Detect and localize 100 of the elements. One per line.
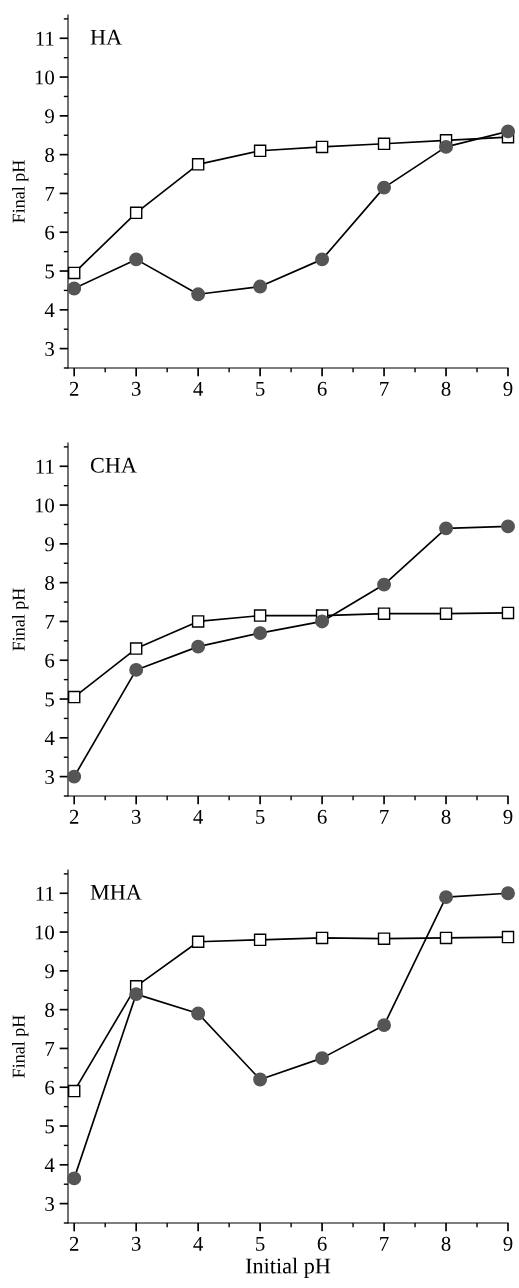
x-tick-label: 7 bbox=[380, 382, 389, 396]
x-tick-label: 4 bbox=[193, 381, 204, 396]
y-axis-title: Final pH bbox=[12, 1015, 29, 1078]
y-tick-label: 6 bbox=[45, 653, 55, 668]
y-tick-label: 5 bbox=[45, 264, 54, 279]
y-tick-label: 9 bbox=[45, 537, 54, 552]
y-tick-label: 7 bbox=[45, 615, 55, 629]
point bbox=[315, 931, 329, 945]
point bbox=[129, 662, 144, 677]
point bbox=[377, 607, 391, 620]
point bbox=[191, 639, 206, 654]
y-tick-label: 6 bbox=[45, 1080, 55, 1095]
y-tick-label: 4 bbox=[44, 1158, 55, 1173]
y-tick-label: 3 bbox=[45, 1197, 54, 1212]
point bbox=[439, 931, 453, 945]
x-tick-label: 2 bbox=[69, 381, 79, 396]
y-tick-label: 5 bbox=[45, 1119, 54, 1134]
x-tick-label: 3 bbox=[131, 1236, 141, 1251]
y-tick-label: 11 bbox=[36, 459, 54, 474]
point bbox=[377, 137, 391, 151]
point bbox=[377, 932, 391, 945]
point bbox=[439, 607, 453, 620]
y-tick-label: 4 bbox=[44, 303, 55, 318]
x-axis-title: Initial pH bbox=[245, 1257, 331, 1279]
x-tick-label: 9 bbox=[503, 809, 513, 824]
point bbox=[315, 1051, 330, 1066]
x-tick-label: 8 bbox=[441, 1236, 451, 1251]
x-tick-label: 7 bbox=[380, 810, 389, 824]
x-tick-label: 6 bbox=[317, 809, 327, 824]
text: CHA bbox=[90, 457, 137, 473]
point bbox=[67, 1171, 82, 1186]
point bbox=[67, 266, 81, 280]
point bbox=[253, 609, 267, 622]
point bbox=[377, 180, 392, 195]
x-tick-label: 4 bbox=[193, 809, 204, 824]
point bbox=[253, 1072, 268, 1087]
y-tick-label: 6 bbox=[45, 225, 55, 240]
x-tick-label: 4 bbox=[193, 1236, 204, 1251]
y-tick-label: 9 bbox=[45, 109, 54, 124]
y-tick-label: 7 bbox=[45, 187, 55, 201]
x-tick-label: 5 bbox=[256, 810, 265, 824]
point bbox=[315, 614, 330, 629]
x-tick-label: 9 bbox=[503, 381, 513, 396]
point bbox=[129, 642, 143, 655]
x-tick-label: 3 bbox=[131, 381, 141, 396]
y-tick-label: 4 bbox=[44, 731, 55, 746]
x-tick-label: 7 bbox=[380, 1237, 389, 1251]
chart-title: MHA bbox=[90, 884, 142, 900]
point bbox=[129, 252, 144, 267]
point bbox=[501, 930, 515, 944]
y-axis-title: Final pH bbox=[12, 160, 29, 223]
point bbox=[191, 1006, 206, 1021]
point bbox=[377, 1018, 392, 1033]
x-tick-label: 2 bbox=[69, 809, 79, 824]
point bbox=[191, 287, 206, 302]
x-tick-label: 8 bbox=[441, 381, 451, 396]
point bbox=[191, 615, 205, 628]
y-tick-label: 8 bbox=[45, 148, 55, 163]
x-tick-label: 6 bbox=[317, 1236, 327, 1251]
point bbox=[67, 1084, 81, 1098]
x-tick-label: 2 bbox=[69, 1236, 79, 1251]
point bbox=[129, 987, 144, 1002]
x-tick-label: 5 bbox=[256, 382, 265, 396]
point bbox=[67, 769, 82, 784]
point bbox=[315, 252, 330, 267]
chart-title: HA bbox=[90, 29, 122, 45]
y-tick-label: 9 bbox=[45, 964, 54, 979]
point bbox=[439, 139, 453, 154]
y-tick-label: 3 bbox=[45, 342, 54, 357]
x-tick-label: 9 bbox=[503, 1236, 513, 1251]
point bbox=[253, 626, 268, 641]
y-axis-title: Final pH bbox=[12, 588, 29, 651]
point bbox=[191, 158, 205, 171]
y-tick-label: 3 bbox=[45, 770, 54, 785]
x-tick-label: 3 bbox=[131, 809, 141, 824]
y-tick-label: 11 bbox=[36, 886, 54, 901]
point bbox=[129, 206, 143, 220]
x-tick-label: 5 bbox=[256, 1237, 265, 1251]
y-tick-label: 10 bbox=[35, 925, 55, 940]
point bbox=[501, 519, 515, 534]
y-tick-label: 8 bbox=[45, 1003, 55, 1018]
point bbox=[67, 281, 82, 296]
point bbox=[377, 577, 392, 592]
point bbox=[501, 606, 515, 620]
point bbox=[253, 279, 268, 294]
y-tick-label: 7 bbox=[45, 1042, 55, 1056]
y-tick-label: 10 bbox=[35, 498, 55, 513]
point bbox=[67, 690, 81, 704]
point bbox=[253, 144, 267, 158]
y-tick-label: 8 bbox=[45, 576, 55, 591]
y-tick-label: 11 bbox=[36, 31, 54, 46]
x-tick-label: 6 bbox=[317, 381, 327, 396]
point bbox=[501, 886, 515, 901]
point bbox=[501, 124, 515, 139]
point bbox=[439, 890, 453, 905]
point bbox=[439, 521, 453, 536]
x-tick-label: 8 bbox=[441, 809, 451, 824]
point bbox=[253, 933, 267, 947]
y-tick-label: 10 bbox=[35, 70, 55, 85]
y-tick-label: 5 bbox=[45, 692, 54, 707]
